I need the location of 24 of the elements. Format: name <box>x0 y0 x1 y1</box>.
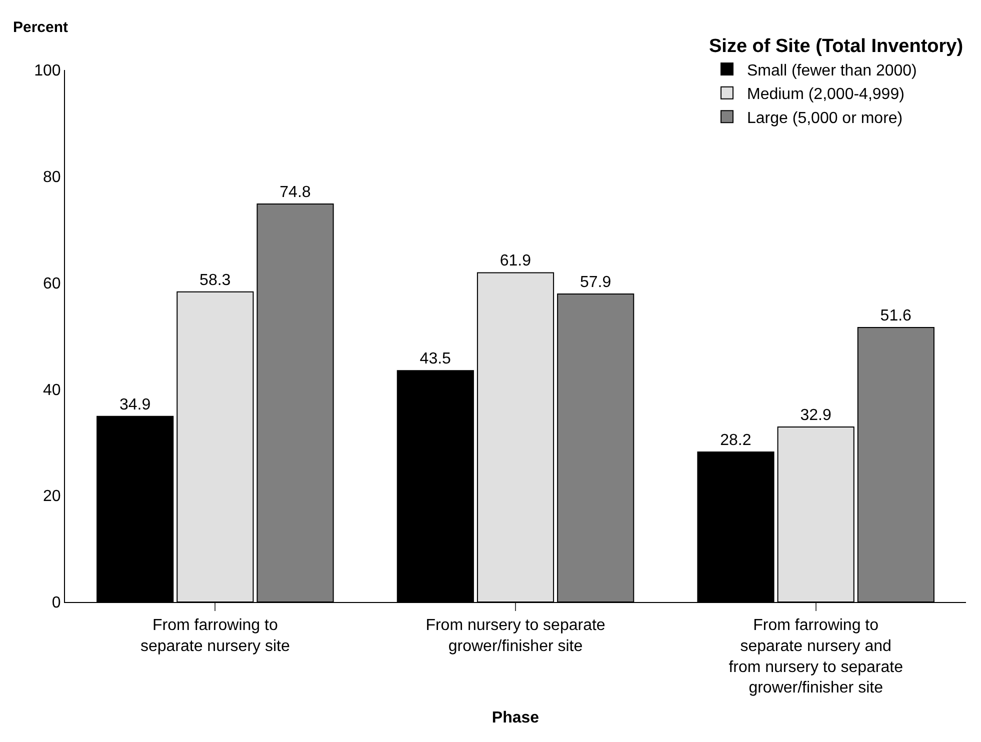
data-label: 61.9 <box>500 252 532 270</box>
x-tick-label: From nursery to separate grower/finisher site <box>426 617 606 655</box>
y-tick-label: 0 <box>52 594 61 612</box>
y-tick-label: 60 <box>43 275 61 292</box>
data-label: 43.5 <box>420 350 452 368</box>
data-label: 74.8 <box>280 184 311 202</box>
data-label: 34.9 <box>119 396 151 414</box>
y-axis-title: Percent <box>13 19 68 36</box>
data-label: 58.3 <box>200 272 231 289</box>
legend-label: Medium (2,000-4,999) <box>747 86 904 104</box>
legend-label: Large (5,000 or more) <box>747 110 903 127</box>
x-axis-title: Phase <box>492 709 540 726</box>
data-label: 32.9 <box>800 406 832 424</box>
data-label: 28.2 <box>720 432 752 449</box>
y-tick-label: 20 <box>43 488 61 506</box>
data-label: 51.6 <box>880 307 912 324</box>
y-tick-label: 40 <box>43 382 61 399</box>
legend-label: Small (fewer than 2000) <box>747 62 917 80</box>
x-tick-label: From farrowing to separate nursery and from nursery to separate grower/finisher site <box>728 617 904 697</box>
data-label: 57.9 <box>580 274 612 291</box>
x-tick-label: From farrowing to separate nursery site <box>140 617 290 655</box>
legend-title: Size of Site (Total Inventory) <box>709 36 964 58</box>
y-tick-label: 80 <box>43 169 61 186</box>
y-tick-label: 100 <box>34 62 61 80</box>
